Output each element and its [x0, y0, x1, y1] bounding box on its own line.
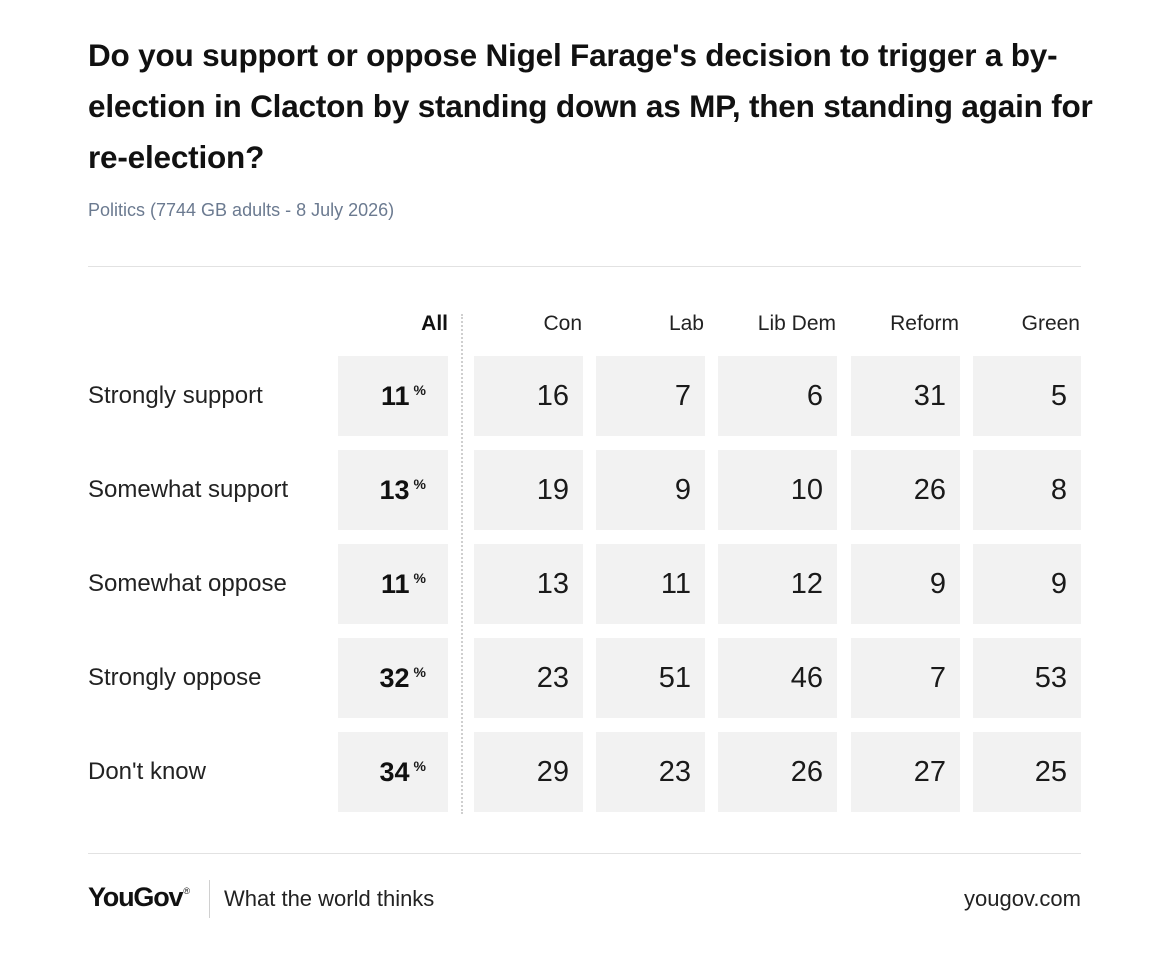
value-cell-green: 8 — [973, 450, 1081, 530]
all-column-divider — [461, 314, 463, 814]
chart-title: Do you support or oppose Nigel Farage's … — [88, 37, 1093, 175]
all-value-cell: 11% — [338, 544, 448, 624]
value-cell-lib-dem: 6 — [718, 356, 837, 436]
value-cell-lab: 23 — [596, 732, 705, 812]
all-value-cell: 34% — [338, 732, 448, 812]
value-cell-lib-dem: 12 — [718, 544, 837, 624]
column-header-con: Con — [543, 312, 582, 335]
value-cell-reform: 26 — [851, 450, 960, 530]
value-cell-con: 19 — [474, 450, 583, 530]
row-label: Somewhat oppose — [88, 570, 287, 597]
column-header-green: Green — [1021, 312, 1080, 335]
value-cell-lab: 9 — [596, 450, 705, 530]
row-label: Strongly support — [88, 382, 263, 409]
column-header-lab: Lab — [668, 312, 704, 335]
row-label: Somewhat support — [88, 476, 289, 503]
all-value-cell: 32% — [338, 638, 448, 718]
percent-sign: % — [413, 758, 426, 774]
all-value: 32 — [379, 662, 410, 693]
value-cell-green: 53 — [973, 638, 1081, 718]
value-cell-con: 23 — [474, 638, 583, 718]
value-cell-lab: 11 — [596, 544, 705, 624]
column-header-reform: Reform — [890, 312, 959, 335]
value-cell-con: 29 — [474, 732, 583, 812]
value-cell-lib-dem: 10 — [718, 450, 837, 530]
row-label: Strongly oppose — [88, 664, 262, 691]
all-value: 11 — [381, 568, 410, 599]
all-value: 11 — [381, 380, 410, 411]
column-header-all: All — [421, 312, 448, 335]
all-value-cell: 13% — [338, 450, 448, 530]
value-cell-reform: 31 — [851, 356, 960, 436]
percent-sign: % — [413, 476, 426, 492]
value-cell-green: 5 — [973, 356, 1081, 436]
value-cell-con: 16 — [474, 356, 583, 436]
value-cell-lib-dem: 26 — [718, 732, 837, 812]
registered-mark: ® — [183, 886, 190, 896]
footer-url-link[interactable]: yougov.com — [964, 886, 1081, 911]
footer-tagline: What the world thinks — [224, 886, 435, 911]
value-cell-lab: 51 — [596, 638, 705, 718]
row-label: Don't know — [88, 758, 206, 785]
all-value: 34 — [379, 756, 410, 787]
value-cell-lib-dem: 46 — [718, 638, 837, 718]
percent-sign: % — [413, 570, 426, 586]
value-cell-reform: 27 — [851, 732, 960, 812]
column-header-lib-dem: Lib Dem — [757, 312, 836, 335]
logo-text: YouGov — [88, 882, 184, 912]
bottom-divider — [88, 853, 1081, 854]
value-cell-lab: 7 — [596, 356, 705, 436]
footer-separator — [209, 880, 210, 918]
value-cell-green: 9 — [973, 544, 1081, 624]
value-cell-reform: 9 — [851, 544, 960, 624]
percent-sign: % — [413, 664, 426, 680]
yougov-logo[interactable]: YouGov® — [88, 882, 190, 913]
chart-subtitle: Politics (7744 GB adults - 8 July 2026) — [88, 200, 395, 220]
percent-sign: % — [413, 382, 426, 398]
value-cell-green: 25 — [973, 732, 1081, 812]
value-cell-reform: 7 — [851, 638, 960, 718]
all-value: 13 — [379, 474, 410, 505]
top-divider — [88, 266, 1081, 267]
value-cell-con: 13 — [474, 544, 583, 624]
all-value-cell: 11% — [338, 356, 448, 436]
